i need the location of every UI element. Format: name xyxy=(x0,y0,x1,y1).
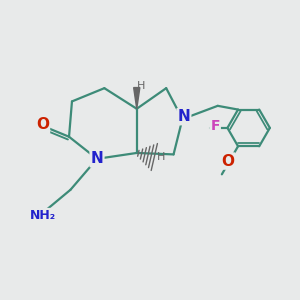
Polygon shape xyxy=(134,88,140,109)
Text: O: O xyxy=(36,118,49,133)
Text: N: N xyxy=(91,151,103,166)
Text: H: H xyxy=(157,152,165,162)
Text: F: F xyxy=(210,119,220,134)
Text: NH₂: NH₂ xyxy=(29,209,56,222)
Text: O: O xyxy=(221,154,235,169)
Text: H: H xyxy=(137,81,145,92)
Text: N: N xyxy=(178,109,190,124)
